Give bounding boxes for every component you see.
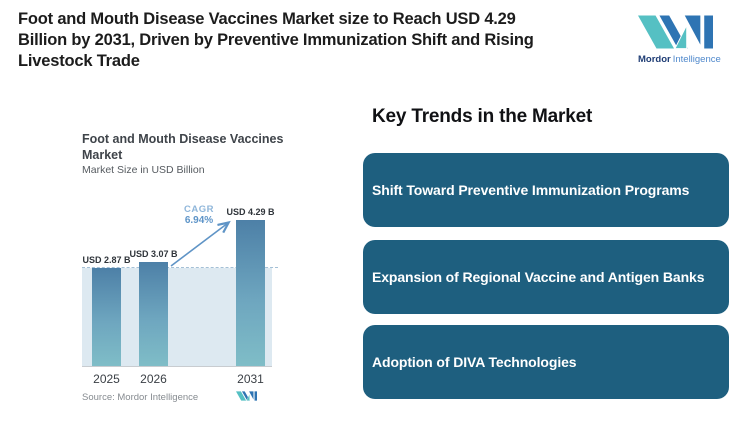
bar-value-label-2026: USD 3.07 B <box>129 249 178 259</box>
trends-heading: Key Trends in the Market <box>372 106 593 127</box>
page-title: Foot and Mouth Disease Vaccines Market s… <box>18 9 628 72</box>
page-title-line-1: Foot and Mouth Disease Vaccines Market s… <box>18 10 516 28</box>
brand-name-light: Intelligence <box>672 54 721 65</box>
chart-title-line-2: Market <box>82 148 123 162</box>
trend-box-diva-technologies: Adoption of DIVA Technologies <box>363 325 729 399</box>
bar-2026 <box>139 262 168 366</box>
cagr-value: 6.94% <box>184 215 214 226</box>
page-title-line-2: Billion by 2031, Driven by Preventive Im… <box>18 31 534 49</box>
trend-label: Adoption of DIVA Technologies <box>372 354 577 370</box>
chart-title-line-1: Foot and Mouth Disease Vaccines <box>82 132 284 146</box>
mordor-logo-icon <box>638 15 713 49</box>
baseline-dashed-line <box>82 267 278 268</box>
bar-2031 <box>236 220 265 366</box>
mordor-logo-small-icon <box>236 391 257 401</box>
chart-title: Foot and Mouth Disease Vaccines Market <box>82 131 283 163</box>
trend-box-preventive-immunization: Shift Toward Preventive Immunization Pro… <box>363 153 729 227</box>
x-axis-label-2026: 2026 <box>140 372 167 386</box>
x-axis-line <box>82 366 272 367</box>
brand-name-bold: Mordor <box>638 54 671 65</box>
bar-2025 <box>92 268 121 366</box>
bar-value-label-2025: USD 2.87 B <box>82 255 131 265</box>
brand-logo: Mordor Intelligence <box>638 15 728 65</box>
x-axis-label-2031: 2031 <box>237 372 264 386</box>
x-axis-label-2025: 2025 <box>93 372 120 386</box>
trend-label: Expansion of Regional Vaccine and Antige… <box>372 269 705 285</box>
chart-source: Source: Mordor Intelligence <box>82 392 199 403</box>
trend-label: Shift Toward Preventive Immunization Pro… <box>372 182 690 198</box>
chart-subtitle: Market Size in USD Billion <box>82 164 205 176</box>
cagr-annotation: CAGR 6.94% <box>170 204 228 226</box>
growth-arrow-icon <box>170 216 236 267</box>
chart-plot: CAGR 6.94% USD 2.87 B 2025 USD 3.07 B 2026 U… <box>82 200 278 386</box>
brand-name: Mordor Intelligence <box>638 54 728 65</box>
cagr-label: CAGR <box>184 204 214 215</box>
trend-box-vaccine-antigen-banks: Expansion of Regional Vaccine and Antige… <box>363 240 729 314</box>
bar-value-label-2031: USD 4.29 B <box>226 207 275 217</box>
page-title-line-3: Livestock Trade <box>18 52 140 70</box>
